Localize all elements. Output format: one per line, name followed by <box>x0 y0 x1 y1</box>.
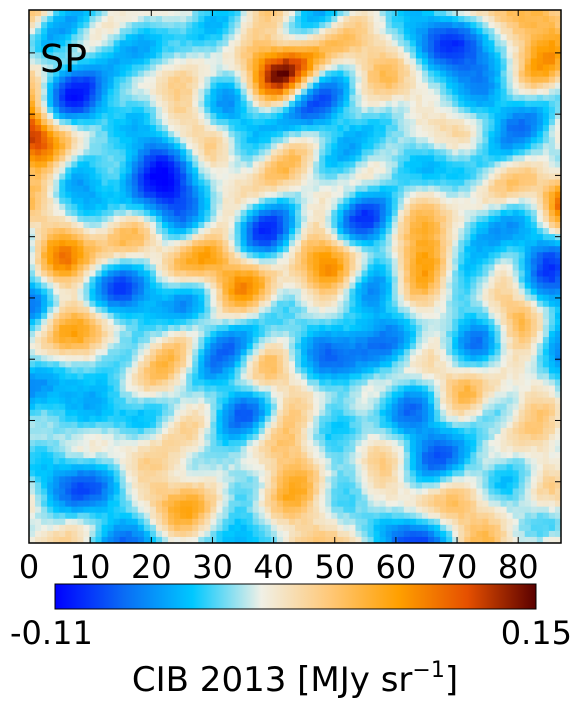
colorbar-max-label: 0.15 <box>501 614 572 652</box>
x-tick-label: 40 <box>253 548 294 586</box>
x-tick-label: 50 <box>314 548 355 586</box>
colorbar-label-close: ] <box>445 660 458 700</box>
colorbar-label: CIB 2013 [MJy sr−1] <box>132 658 458 700</box>
x-tick-label: 10 <box>70 548 111 586</box>
x-tick-label: 70 <box>437 548 478 586</box>
colorbar-min-label: -0.11 <box>10 614 93 652</box>
x-tick-label: 0 <box>19 548 39 586</box>
colorbar <box>54 583 537 610</box>
x-axis-ticks: 0 10 20 30 40 50 60 70 80 <box>19 10 539 586</box>
x-tick-label: 60 <box>376 548 417 586</box>
panel-label: SP <box>40 37 87 81</box>
y-ticks <box>29 52 561 544</box>
x-tick-label: 80 <box>498 548 539 586</box>
plot-frame <box>28 9 562 544</box>
x-tick-label: 20 <box>131 548 172 586</box>
colorbar-label-main: CIB 2013 [MJy sr <box>132 660 413 700</box>
heatmap <box>29 10 561 543</box>
colorbar-label-sup: −1 <box>412 658 444 683</box>
x-tick-label: 30 <box>192 548 233 586</box>
